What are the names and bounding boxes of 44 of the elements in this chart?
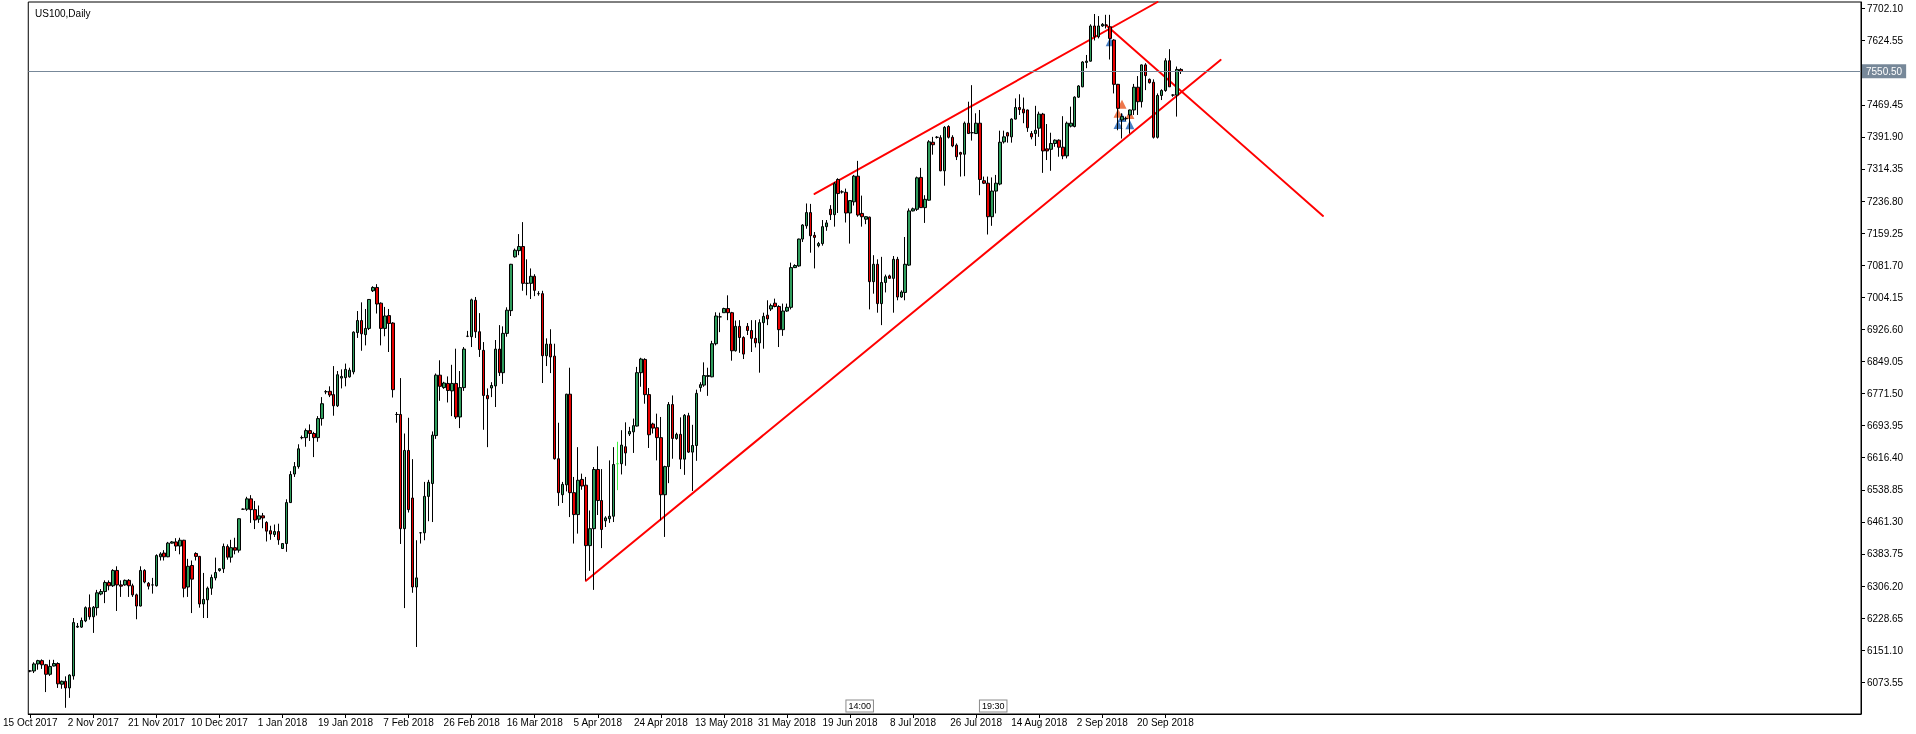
y-tick-label: 6306.20 bbox=[1867, 580, 1904, 592]
y-tick-label: 6073.55 bbox=[1867, 676, 1904, 688]
x-tick-label: 31 May 2018 bbox=[758, 716, 817, 728]
y-tick-label: 7624.55 bbox=[1867, 35, 1904, 47]
y-tick-label: 7391.90 bbox=[1867, 131, 1904, 143]
x-tick-label: 7 Feb 2018 bbox=[383, 716, 435, 728]
y-tick-label: 7469.45 bbox=[1867, 99, 1904, 111]
y-tick-label: 6771.50 bbox=[1867, 388, 1904, 400]
ref-line-label: 7550.50 bbox=[1866, 65, 1903, 77]
x-tick-label: 8 Jul 2018 bbox=[890, 716, 937, 728]
annotation: 19:30 bbox=[981, 701, 1005, 711]
x-tick-label: 21 Nov 2017 bbox=[128, 716, 186, 728]
y-tick-label: 7081.70 bbox=[1867, 259, 1904, 271]
x-tick-label: 2 Sep 2018 bbox=[1076, 716, 1129, 728]
y-tick-label: 7004.15 bbox=[1867, 291, 1904, 303]
y-tick-label: 6926.60 bbox=[1867, 323, 1904, 335]
y-tick-label: 6383.75 bbox=[1867, 548, 1904, 560]
x-tick-label: 10 Dec 2017 bbox=[191, 716, 249, 728]
x-tick-label: 16 Mar 2018 bbox=[506, 716, 564, 728]
y-tick-label: 6849.05 bbox=[1867, 356, 1904, 367]
x-tick-label: 26 Jul 2018 bbox=[950, 716, 1003, 728]
x-tick-label: 5 Apr 2018 bbox=[573, 716, 623, 728]
y-tick-label: 6693.95 bbox=[1867, 420, 1904, 432]
x-tick-label: 19 Jun 2018 bbox=[822, 716, 878, 728]
text: US100,Daily bbox=[35, 7, 91, 19]
y-tick-label: 6616.40 bbox=[1867, 452, 1904, 464]
x-tick-label: 19 Jan 2018 bbox=[318, 716, 374, 728]
x-tick-label: 24 Apr 2018 bbox=[633, 716, 689, 728]
x-tick-label: 20 Sep 2018 bbox=[1136, 716, 1195, 728]
annotation: 14:00 bbox=[848, 701, 871, 711]
y-tick-label: 7314.35 bbox=[1867, 163, 1904, 175]
y-tick-label: 7702.10 bbox=[1867, 3, 1904, 15]
x-tick-label: 15 Oct 2017 bbox=[3, 716, 58, 728]
x-tick-label: 26 Feb 2018 bbox=[443, 716, 501, 728]
y-tick-label: 6228.65 bbox=[1867, 612, 1904, 624]
y-tick-label: 6151.10 bbox=[1867, 644, 1904, 656]
x-tick-label: 13 May 2018 bbox=[695, 716, 754, 728]
y-tick-label: 6461.30 bbox=[1867, 516, 1904, 528]
y-tick-label: 7159.25 bbox=[1867, 227, 1904, 239]
x-tick-label: 14 Aug 2018 bbox=[1011, 716, 1068, 728]
x-tick-label: 2 Nov 2017 bbox=[67, 716, 120, 728]
x-tick-label: 1 Jan 2018 bbox=[257, 716, 308, 728]
y-tick-label: 6538.85 bbox=[1867, 484, 1904, 496]
y-tick-label: 7236.80 bbox=[1867, 195, 1904, 207]
